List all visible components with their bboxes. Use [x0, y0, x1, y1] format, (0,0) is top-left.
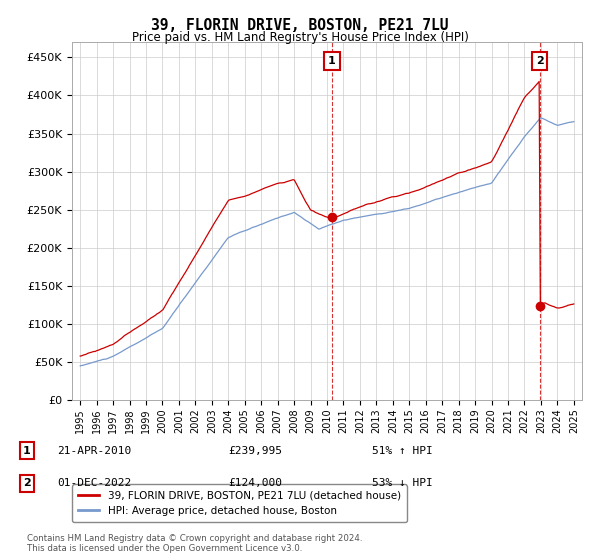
Text: 01-DEC-2022: 01-DEC-2022 — [57, 478, 131, 488]
Text: 1: 1 — [23, 446, 31, 456]
Text: 21-APR-2010: 21-APR-2010 — [57, 446, 131, 456]
Text: 2: 2 — [23, 478, 31, 488]
Legend: 39, FLORIN DRIVE, BOSTON, PE21 7LU (detached house), HPI: Average price, detache: 39, FLORIN DRIVE, BOSTON, PE21 7LU (deta… — [72, 484, 407, 522]
Text: 1: 1 — [328, 56, 336, 66]
Text: £124,000: £124,000 — [228, 478, 282, 488]
Text: 39, FLORIN DRIVE, BOSTON, PE21 7LU: 39, FLORIN DRIVE, BOSTON, PE21 7LU — [151, 18, 449, 33]
Text: 53% ↓ HPI: 53% ↓ HPI — [372, 478, 433, 488]
Text: Price paid vs. HM Land Registry's House Price Index (HPI): Price paid vs. HM Land Registry's House … — [131, 31, 469, 44]
Text: £239,995: £239,995 — [228, 446, 282, 456]
Text: Contains HM Land Registry data © Crown copyright and database right 2024.
This d: Contains HM Land Registry data © Crown c… — [27, 534, 362, 553]
Text: 51% ↑ HPI: 51% ↑ HPI — [372, 446, 433, 456]
Text: 2: 2 — [536, 56, 544, 66]
